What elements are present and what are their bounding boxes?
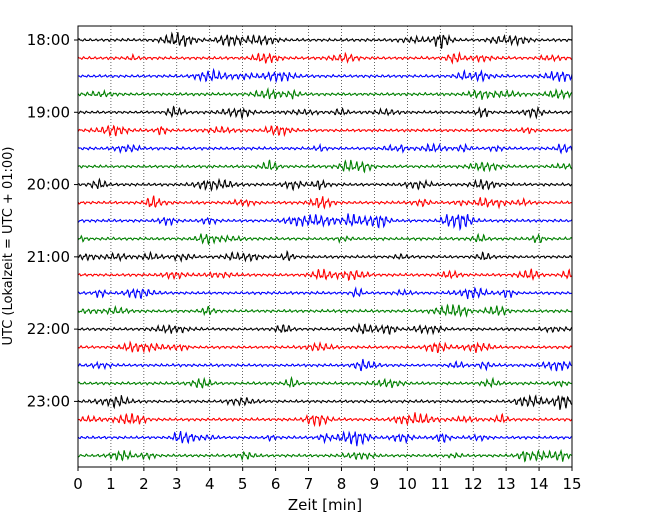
trace-row-22 [77,430,573,447]
trace-row-17 [77,340,573,354]
trace-row-23 [77,448,573,463]
x-tick-label-12: 12 [464,475,483,493]
y-tick-label-23:00: 23:00 [27,392,70,410]
y-tick-label-20:00: 20:00 [27,176,70,194]
trace-row-21 [77,412,573,428]
trace-row-15 [77,303,573,318]
trace-row-1 [77,51,573,65]
y-axis-label: UTC (Lokalzeit = UTC + 01:00) [1,147,16,346]
y-tick-label-21:00: 21:00 [27,248,70,266]
x-tick-label-0: 0 [73,475,83,493]
trace-row-14 [77,286,573,300]
trace-row-10 [77,213,573,232]
trace-row-11 [77,232,573,245]
trace-row-18 [77,358,573,372]
x-tick-label-2: 2 [139,475,149,493]
x-tick-label-9: 9 [370,475,380,493]
trace-row-16 [77,322,573,336]
trace-row-0 [77,31,573,49]
trace-row-8 [77,177,573,192]
y-tick-label-22:00: 22:00 [27,320,70,338]
trace-row-3 [77,86,573,101]
x-tick-label-4: 4 [205,475,215,493]
trace-row-12 [77,249,573,263]
x-tick-label-15: 15 [562,475,581,493]
plot-frame [77,25,573,468]
trace-row-7 [77,159,573,174]
x-tick-label-10: 10 [398,475,417,493]
x-axis-ticks: 0 1 2 3 4 5 6 7 8 9 10 11 12 13 14 15 [73,467,582,493]
x-tick-label-7: 7 [304,475,314,493]
x-tick-label-3: 3 [172,475,182,493]
trace-row-19 [77,375,573,389]
trace-row-20 [77,394,573,410]
x-axis-label: Zeit [min] [288,496,362,514]
trace-row-6 [77,142,573,155]
trace-row-2 [77,67,573,84]
y-tick-label-19:00: 19:00 [27,103,70,121]
x-tick-label-1: 1 [106,475,116,493]
trace-row-4 [77,105,573,120]
trace-row-9 [77,195,573,210]
x-tick-label-8: 8 [337,475,347,493]
x-tick-label-5: 5 [238,475,248,493]
plot-background [78,26,572,467]
x-tick-label-13: 13 [497,475,516,493]
y-tick-label-18:00: 18:00 [27,31,70,49]
trace-row-5 [77,124,573,138]
y-axis-ticks: 18:00 19:00 20:00 21:00 22:00 23:00 [27,31,78,410]
traces [77,31,573,463]
trace-row-13 [77,268,573,282]
x-tick-label-6: 6 [271,475,281,493]
x-tick-label-14: 14 [530,475,549,493]
x-tick-label-11: 11 [431,475,450,493]
